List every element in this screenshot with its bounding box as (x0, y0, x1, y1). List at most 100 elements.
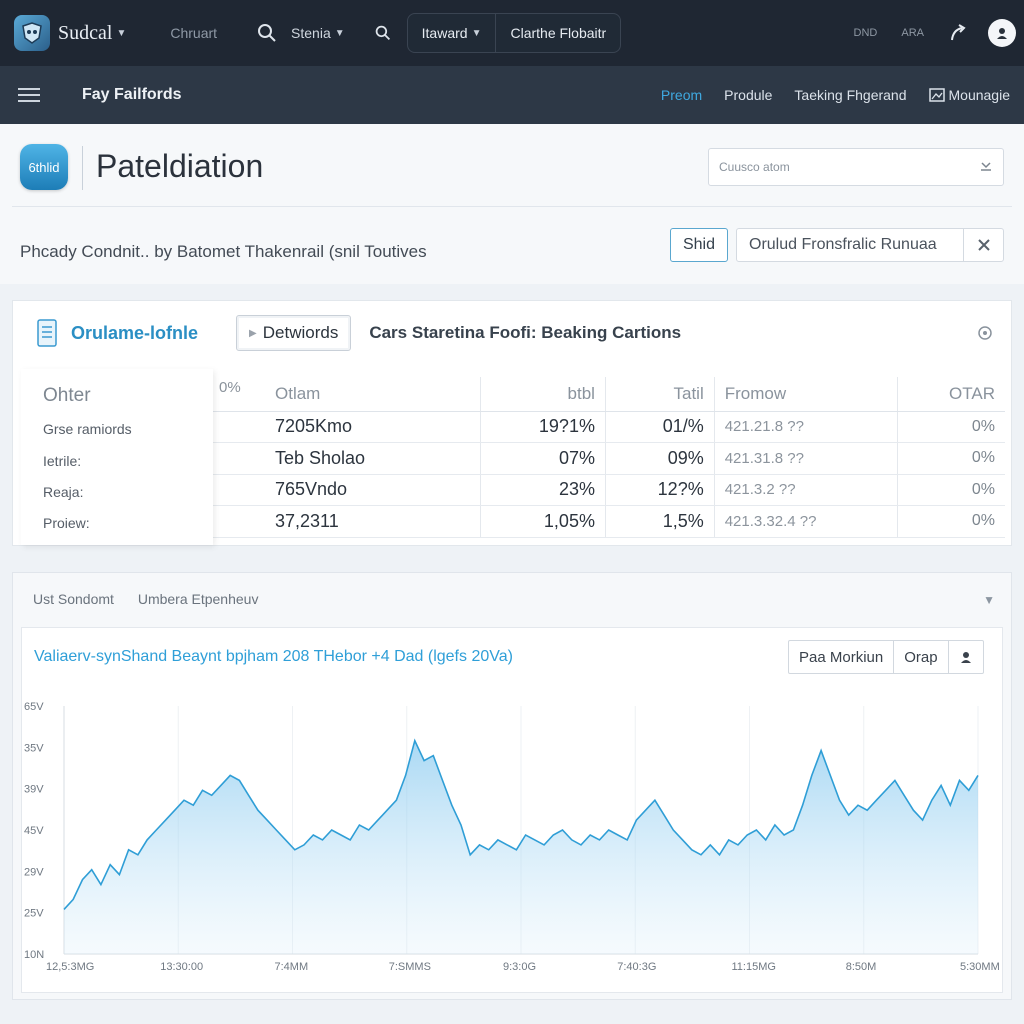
x-tick-label: 7:SMMS (389, 961, 431, 973)
table-card-header: Orulame-lofnle ▶ Detwiords Cars Staretin… (13, 301, 1011, 365)
table-cell: 12?% (604, 474, 715, 506)
image-icon (928, 88, 945, 102)
chevron-right-icon: ▶ (249, 327, 257, 339)
chevron-down-icon: ▼ (334, 27, 345, 39)
table-cell: 421.31.8 ?? (713, 442, 898, 475)
search-icon (375, 25, 390, 41)
nav-link-taeking[interactable]: Taeking Fhgerand (794, 87, 907, 103)
settings-icon[interactable] (977, 325, 993, 341)
table-row[interactable]: 7205Kmo 19?1% 01/% 421.21.8 ?? 0% (207, 411, 1005, 443)
search-button[interactable] (375, 25, 391, 41)
table-cell: 19?1% (479, 411, 606, 443)
data-table: Otlam btbl Tatil Fromow OTAR 7205Kmo 19?… (207, 377, 1005, 538)
chart-tabs: Ust Sondomt Umbera Etpenheuv (33, 591, 258, 607)
y-tick-label: 65V (24, 701, 44, 713)
y-tick-label: 25V (24, 908, 44, 920)
y-tick-label: 39V (24, 784, 44, 796)
tab-award[interactable]: Itaward ▼ (421, 25, 482, 41)
tab-detwiords[interactable]: ▶ Detwiords (236, 315, 352, 351)
chart-button-1[interactable]: Paa Morkiun (799, 648, 884, 666)
tab-flobaitr[interactable]: Clarthe Flobaitr (495, 14, 620, 52)
header-divider (82, 146, 83, 190)
top-link-chart[interactable]: Chruart (170, 25, 218, 41)
table-cell: 0% (896, 411, 1005, 443)
app-logo: 6thlid (20, 144, 68, 190)
chevron-down-icon[interactable]: ▼ (983, 593, 995, 607)
document-icon (37, 319, 57, 347)
nav-link-mounagie[interactable]: Mounagie (928, 87, 1010, 103)
top-mini-2[interactable]: ARA (901, 27, 924, 39)
column-header[interactable]: Tatil (604, 377, 715, 412)
series-area (64, 740, 978, 954)
y-tick-label: 29V (24, 866, 44, 878)
table-cell: 421.3.2 ?? (713, 474, 898, 506)
table-card-description: Cars Staretina Foofi: Beaking Cartions (369, 323, 682, 342)
filter-item[interactable]: Ietrile: (43, 453, 82, 469)
chart-panel: Valiaerv-synShand Beaynt bpjham 208 THeb… (21, 627, 1003, 993)
chart-button-group: Paa Morkiun Orap (788, 640, 984, 674)
y-tick-label: 10N (24, 949, 44, 961)
chart-button-2[interactable]: Orap (893, 641, 947, 673)
nav-link-produle[interactable]: Produle (724, 87, 773, 103)
x-tick-label: 7:40:3G (617, 961, 656, 973)
top-tab-group: Itaward ▼ Clarthe Flobaitr (406, 13, 622, 53)
page-header: 6thlid Pateldiation Cuusco atom Phcady C… (0, 124, 1024, 284)
filter-item[interactable]: Grse ramiords (43, 421, 132, 437)
brand-name: Sudcal (58, 21, 113, 44)
split-action-button[interactable]: Orulud Fronsfralic Runuaa (736, 228, 1004, 262)
series-line (63, 738, 979, 910)
user-icon[interactable] (947, 641, 983, 673)
column-header[interactable]: Otlam (207, 377, 481, 412)
filter-item[interactable]: Reaja: (43, 484, 84, 500)
y-tick-label: 35V (24, 742, 44, 754)
column-header[interactable]: Fromow (713, 377, 898, 412)
nav-bar: Fay Failfords Preom Produle Taeking Fhge… (0, 66, 1024, 124)
table-card-label: Orulame-lofnle (71, 322, 199, 343)
top-bar: Sudcal ▼ Chruart Stenia ▼ Itaward ▼ Clar… (0, 0, 1024, 66)
x-tick-label: 5:30MM (960, 961, 1000, 973)
chart-tab-2[interactable]: Umbera Etpenheuv (137, 591, 259, 607)
chart-tab-1[interactable]: Ust Sondomt (33, 591, 114, 607)
search-icon (258, 24, 276, 42)
table-cell: 09% (604, 442, 715, 475)
nav-title: Fay Failfords (82, 86, 182, 103)
nav-link-preom[interactable]: Preom (660, 87, 703, 103)
page-title: Pateldiation (96, 148, 264, 184)
split-button-label: Orulud Fronsfralic Runuaa (749, 236, 937, 253)
close-icon[interactable] (963, 229, 1003, 261)
brand-menu[interactable]: Sudcal ▼ (14, 15, 126, 51)
avatar[interactable] (988, 19, 1016, 47)
share-arrow-icon[interactable] (948, 23, 968, 43)
table-cell: 37,2311 (207, 505, 481, 538)
user-icon (997, 28, 1007, 39)
top-mini-1[interactable]: DND (853, 27, 878, 39)
chevron-down-icon: ▼ (471, 27, 482, 39)
top-search-menu[interactable]: Stenia ▼ (257, 23, 345, 43)
table-card: Orulame-lofnle ▶ Detwiords Cars Staretin… (12, 300, 1012, 546)
column-header[interactable]: btbl (479, 377, 606, 412)
column-header[interactable]: OTAR (896, 377, 1005, 412)
x-tick-label: 7:4MM (275, 961, 309, 973)
table-cell: 0% (896, 474, 1005, 506)
x-tick-label: 9:3:0G (503, 961, 536, 973)
chart-card: Ust Sondomt Umbera Etpenheuv ▼ Valiaerv-… (12, 572, 1012, 1000)
header-search-input[interactable]: Cuusco atom (708, 148, 1004, 186)
page-subtitle: Phcady Condnit.. by Batomet Thakenrail (… (20, 242, 427, 261)
table-cell: 07% (479, 442, 606, 475)
table-cell: 421.21.8 ?? (713, 411, 898, 443)
filter-heading: Ohter (43, 385, 91, 406)
table-cell: 421.3.32.4 ?? (713, 505, 898, 538)
x-tick-label: 11:15MG (732, 961, 776, 973)
table-row[interactable]: Teb Sholao 07% 09% 421.31.8 ?? 0% (207, 442, 1005, 475)
hamburger-menu-icon[interactable] (18, 84, 40, 106)
chevron-down-icon: ▼ (116, 27, 127, 39)
shid-button[interactable]: Shid (670, 228, 728, 262)
table-row[interactable]: 37,2311 1,05% 1,5% 421.3.32.4 ?? 0% (207, 505, 1005, 538)
table-cell: 0% (896, 442, 1005, 475)
table-cell: 23% (479, 474, 606, 506)
top-right-area: DND ARA (854, 19, 1016, 47)
table-row[interactable]: 765Vndo 23% 12?% 421.3.2 ?? 0% (207, 474, 1005, 506)
table-header-row: Otlam btbl Tatil Fromow OTAR (207, 377, 1005, 412)
filter-item[interactable]: Proiew: (43, 515, 90, 531)
